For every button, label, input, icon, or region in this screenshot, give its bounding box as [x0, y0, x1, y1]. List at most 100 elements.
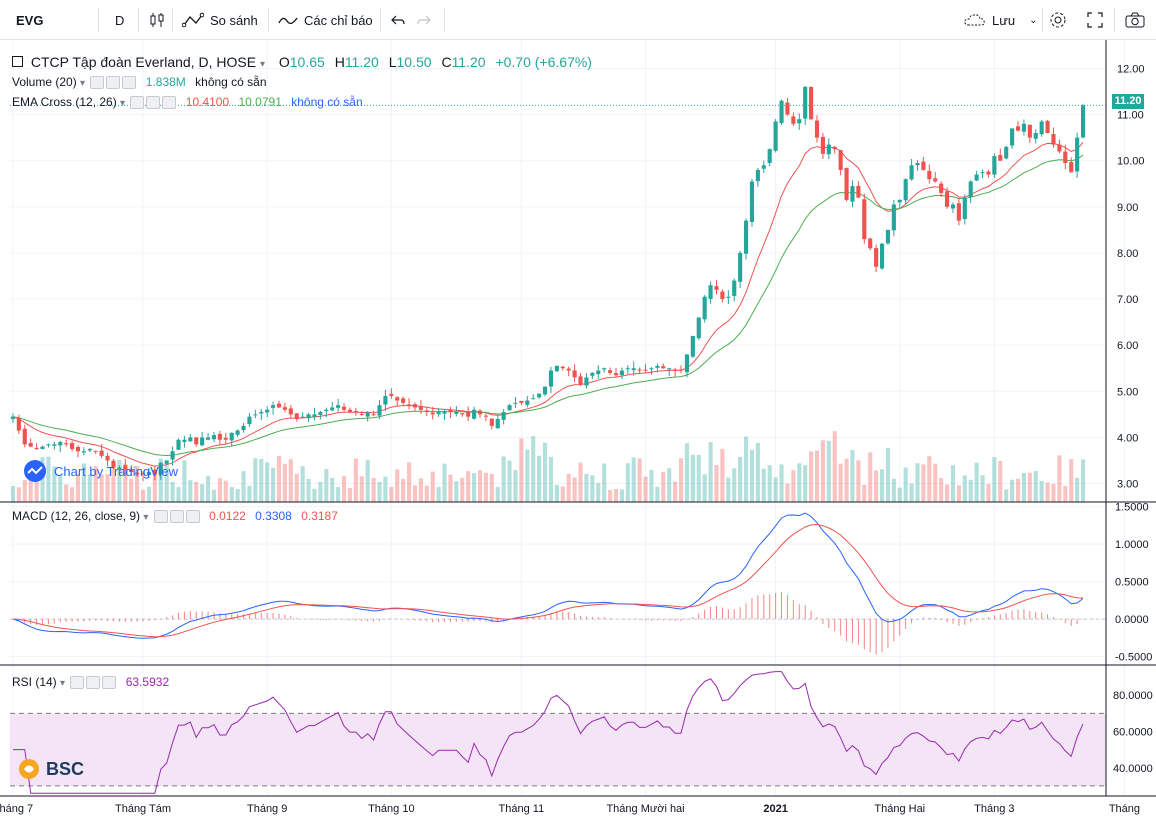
candle-body [915, 163, 920, 166]
divider [1114, 8, 1115, 32]
candle-body [661, 366, 666, 369]
close-value: 11.20 [451, 54, 486, 70]
candle-body [720, 291, 725, 300]
tradingview-watermark[interactable]: Chart by TradingView [22, 460, 178, 482]
volume-bar [1075, 477, 1080, 502]
candle-body [1080, 105, 1086, 138]
volume-bar [785, 483, 790, 502]
close-icon[interactable] [185, 510, 200, 524]
gear-icon[interactable] [146, 96, 161, 110]
candle-body [814, 120, 820, 138]
eye-icon[interactable] [130, 96, 145, 110]
volume-bar [158, 458, 163, 502]
macd-signal-line [12, 523, 1084, 638]
candle-body [578, 376, 583, 385]
gear-icon[interactable] [169, 510, 184, 524]
volume-bar [16, 487, 21, 502]
volume-bar [442, 463, 447, 502]
volume-bar [406, 462, 412, 502]
chevron-down-icon[interactable]: ▾ [259, 59, 265, 70]
close-icon[interactable] [102, 676, 117, 690]
symbol-search[interactable]: EVG [16, 0, 43, 40]
fullscreen-button[interactable] [1086, 0, 1104, 40]
screenshot-button[interactable] [1124, 0, 1146, 40]
eye-icon[interactable] [153, 510, 168, 524]
candle-body [1063, 151, 1068, 163]
indicators-button[interactable]: Các chỉ báo [278, 0, 373, 40]
eye-icon[interactable] [70, 676, 85, 690]
candle-body [489, 418, 494, 426]
volume-bar [791, 470, 796, 502]
candle-body [70, 443, 75, 449]
volume-bar [838, 463, 843, 502]
interval-button[interactable]: D [115, 0, 124, 40]
candle-body [81, 451, 86, 453]
candle-body [738, 252, 743, 282]
save-button[interactable]: Lưu ⌄ [962, 0, 1038, 40]
macd-pane [10, 512, 1106, 655]
candle-body [99, 450, 104, 456]
candle-body [631, 368, 636, 371]
volume-bar [826, 440, 831, 502]
redo-button[interactable] [416, 0, 432, 40]
chart-type-button[interactable] [148, 0, 166, 40]
close-icon[interactable] [122, 76, 137, 90]
volume-bar [87, 474, 92, 502]
rsi-label[interactable]: RSI (14) [12, 675, 57, 689]
volume-bar [341, 475, 347, 502]
gear-icon[interactable] [86, 676, 101, 690]
volume-bar [738, 456, 743, 502]
time-tick-label: Tháng 10 [368, 803, 414, 815]
volume-bar [720, 448, 725, 502]
candle-body [761, 165, 766, 169]
candle-body [52, 444, 57, 446]
settings-button[interactable] [1048, 0, 1068, 40]
candle-body [140, 473, 146, 475]
candle-body [909, 165, 914, 180]
candle-body [732, 280, 737, 296]
volume-bar [395, 469, 400, 502]
time-tick-label: Tháng Hai [874, 803, 925, 815]
volume-bar [164, 465, 169, 502]
candle-body [519, 400, 524, 403]
volume-bar [1057, 455, 1062, 502]
undo-button[interactable] [390, 0, 406, 40]
candle-body [365, 412, 370, 417]
eye-icon[interactable] [90, 76, 105, 90]
macd-label[interactable]: MACD (12, 26, close, 9) [12, 509, 141, 523]
candle-body [253, 414, 258, 416]
ema-slow-line [12, 154, 1084, 457]
volume-bar [271, 467, 276, 502]
close-icon[interactable] [162, 96, 177, 110]
volume-bar [554, 484, 559, 502]
volume-bar [460, 477, 465, 502]
candle-body [93, 450, 98, 452]
candle-body [495, 418, 500, 429]
time-tick-label: 2021 [763, 803, 787, 815]
compare-icon [182, 12, 204, 28]
candle-body [903, 179, 908, 201]
candle-body [129, 469, 134, 473]
candle-body [767, 149, 772, 164]
chart-canvas[interactable]: 3.00 4.00 5.00 6.00 7.00 8.00 9.00 10.00 11.00 12… [0, 40, 1156, 823]
volume-label[interactable]: Volume (20) [12, 75, 77, 89]
divider [268, 8, 269, 32]
candle-body [684, 354, 690, 373]
volume-bar [743, 436, 749, 502]
series-title[interactable]: CTCP Tập đoàn Everland, D, HOSE [30, 54, 257, 70]
chevron-down-icon: ⌄ [1029, 14, 1038, 26]
candle-body [353, 410, 358, 413]
ema-label[interactable]: EMA Cross (12, 26) [12, 95, 117, 109]
candle-body [194, 437, 199, 445]
volume-bar [93, 466, 98, 502]
volume-bar [430, 471, 435, 502]
candle-body [702, 296, 707, 320]
compare-button[interactable]: So sánh [182, 0, 258, 40]
volume-bar [1004, 489, 1009, 502]
rsi-tick-label: 80.0000 [1113, 690, 1153, 702]
volume-bar [809, 451, 814, 502]
volume-bar [619, 489, 624, 502]
gear-icon[interactable] [106, 76, 121, 90]
collapse-icon[interactable] [12, 56, 23, 67]
candle-body [158, 462, 163, 475]
